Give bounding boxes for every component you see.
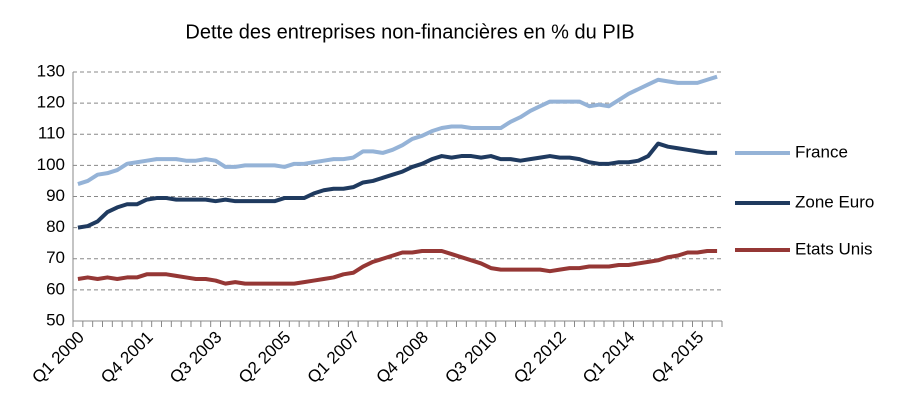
y-tick-label: 50 [46,310,65,329]
x-tick-label: Q2 2005 [235,328,295,388]
chart-title: Dette des entreprises non-financières en… [185,21,634,43]
x-tick-label: Q1 2007 [304,328,364,388]
x-tick-label: Q2 2012 [510,328,570,388]
legend-label: Zone Euro [795,192,874,211]
y-tick-label: 70 [46,248,65,267]
x-tick-label: Q1 2000 [28,328,88,388]
x-tick-label: Q1 2014 [579,328,639,388]
y-tick-label: 100 [37,155,65,174]
series-line [77,248,718,286]
y-tick-label: 90 [46,186,65,205]
x-tick-label: Q3 2003 [166,328,226,388]
y-tick-label: 60 [46,279,65,298]
series-line [77,141,718,230]
x-tick-label: Q4 2001 [97,328,157,388]
x-tick-label: Q3 2010 [441,328,501,388]
x-tick-label: Q4 2008 [373,328,433,388]
y-tick-label: 120 [37,93,65,112]
y-tick-label: 130 [37,61,65,80]
x-tick-label: Q4 2015 [648,328,708,388]
legend-label: France [795,142,848,161]
series-line [77,74,718,186]
y-tick-label: 80 [46,217,65,236]
legend-label: Etats Unis [795,239,872,258]
y-tick-label: 110 [38,124,65,143]
